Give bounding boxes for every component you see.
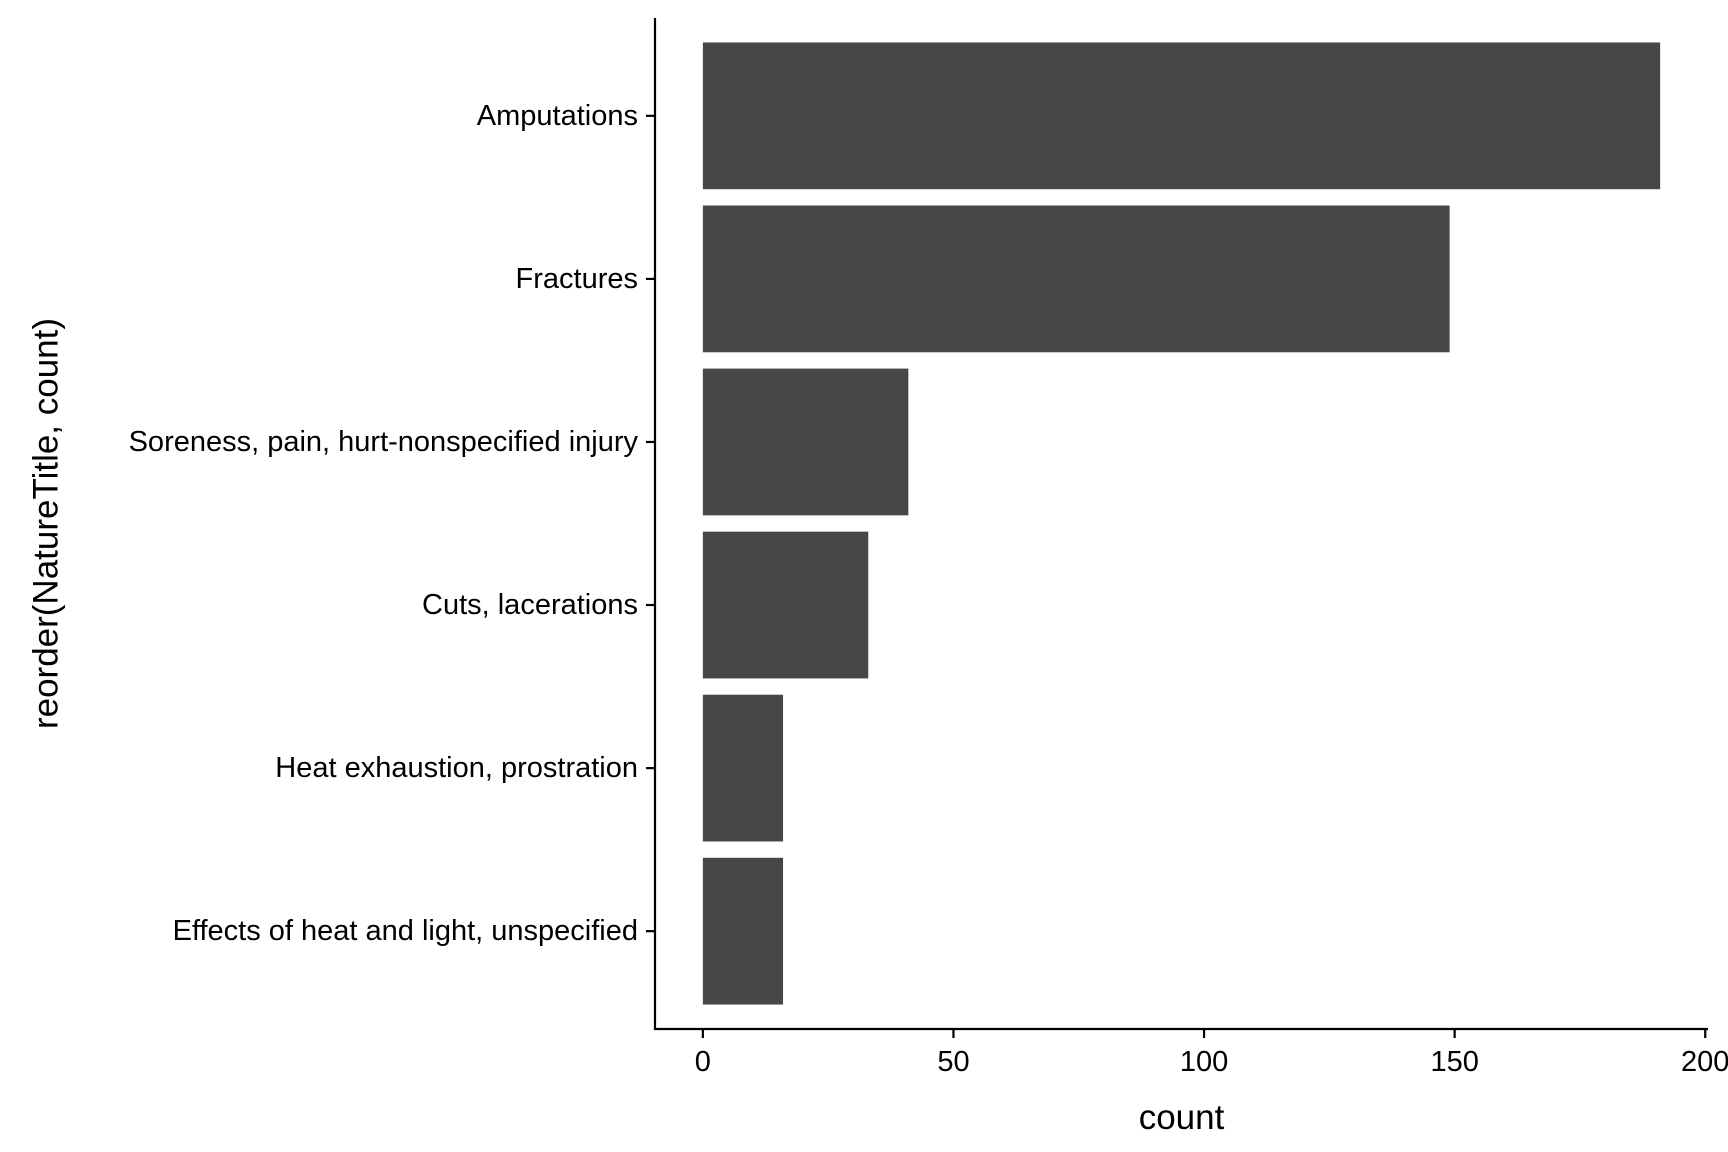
x-axis-ticks: 0 50 100 150 200 (695, 1029, 1728, 1078)
axes-layer (653, 18, 1708, 1031)
y-tick-label: Fractures (516, 263, 638, 295)
x-tick-label: 0 (695, 1046, 711, 1078)
y-tick-label: Heat exhaustion, prostration (275, 752, 638, 784)
x-tick-label: 200 (1681, 1046, 1728, 1078)
y-axis-title: reorder(NatureTitle, count) (27, 318, 66, 729)
x-tick-label: 150 (1430, 1046, 1478, 1078)
y-tick-label: Amputations (477, 100, 638, 132)
bar (702, 205, 1450, 353)
bar (702, 368, 909, 516)
bar (702, 531, 869, 679)
y-axis-ticks: Amputations Fractures Soreness, pain, hurt… (129, 100, 655, 947)
y-tick-label: Effects of heat and light, unspecified (173, 915, 638, 947)
y-tick-label: Cuts, lacerations (422, 589, 638, 621)
bar (702, 857, 784, 1005)
bar (702, 42, 1661, 190)
y-tick-label: Soreness, pain, hurt-nonspecified injury (129, 426, 639, 458)
bar (702, 694, 784, 842)
x-tick-label: 100 (1180, 1046, 1228, 1078)
x-axis-title: count (1139, 1098, 1225, 1137)
bars-layer (702, 42, 1661, 1005)
x-tick-label: 50 (937, 1046, 969, 1078)
